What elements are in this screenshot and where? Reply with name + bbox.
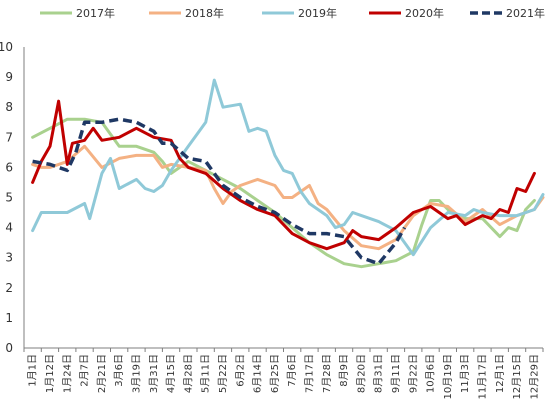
x-tick-label: 5月11日: [200, 354, 212, 393]
x-tick-label: 7月17日: [303, 354, 315, 393]
x-tick-label: 7月6日: [286, 354, 298, 387]
x-tick-label: 2月7日: [79, 354, 91, 387]
y-tick-label: 10: [0, 40, 13, 54]
series-line-2021年: [32, 117, 407, 266]
x-tick-label: 1月1日: [27, 354, 39, 387]
x-tick-label: 10月6日: [425, 354, 437, 393]
y-tick-label: 6: [5, 160, 13, 174]
x-tick-label: 11月17日: [476, 354, 488, 399]
y-tick-label: 7: [5, 130, 13, 144]
legend-label: 2019年: [298, 6, 337, 20]
legend-label: 2018年: [185, 6, 224, 20]
x-tick-label: 11月3日: [459, 354, 471, 393]
x-tick-label: 8月9日: [338, 354, 350, 387]
x-tick-label: 1月24日: [61, 354, 73, 393]
x-tick-label: 12月1日: [494, 354, 506, 393]
x-tick-label: 1月12日: [44, 354, 56, 393]
y-tick-label: 5: [5, 191, 13, 205]
x-tick-label: 3月31日: [148, 354, 160, 393]
y-tick-label: 2: [5, 281, 13, 295]
series-line-2020年: [31, 99, 536, 251]
series-line-2018年: [31, 144, 545, 251]
series-lines: [31, 78, 545, 269]
x-tick-label: 8月31日: [373, 354, 385, 393]
x-tick-label: 12月15日: [511, 354, 523, 399]
x-tick-label: 12月29日: [528, 354, 540, 399]
x-tick-label: 4月28日: [182, 354, 194, 393]
y-tick-label: 9: [5, 70, 13, 84]
legend-label: 2020年: [405, 6, 444, 20]
x-tick-label: 4月15日: [165, 354, 177, 393]
series-line-2017年: [31, 117, 536, 269]
x-tick-label: 6月14日: [252, 354, 264, 393]
y-tick-label: 3: [5, 251, 13, 265]
x-tick-label: 3月6日: [113, 354, 125, 387]
y-tick-label: 0: [5, 341, 13, 355]
x-tick-label: 10月19日: [442, 354, 454, 399]
legend-label: 2017年: [76, 6, 115, 20]
x-tick-label: 6月2日: [234, 354, 246, 387]
x-tick-label: 3月19日: [130, 354, 142, 393]
legend-label: 2021年: [506, 6, 545, 20]
x-tick-label: 9月22日: [407, 354, 419, 393]
y-tick-label: 8: [5, 100, 13, 114]
x-tick-label: 8月20日: [355, 354, 367, 393]
x-axis-ticks: 1月1日 1月12日 1月24日 2月7日 2月21日 3月6日 3月19日 3月31日 4月1…: [23, 348, 544, 399]
x-tick-label: 5月22日: [217, 354, 229, 393]
y-tick-label: 1: [5, 311, 13, 325]
y-tick-label: 4: [5, 221, 13, 235]
x-tick-label: 9月11日: [390, 354, 402, 393]
x-tick-label: 6月25日: [269, 354, 281, 393]
x-tick-label: 7月28日: [321, 354, 333, 393]
legend: 2017年 2018年 2019年 2020年 2021年: [40, 6, 545, 20]
y-axis-ticks: 0 1 2 3 4 5 6 7 8 9 10: [0, 40, 13, 355]
x-tick-label: 2月21日: [96, 354, 108, 393]
